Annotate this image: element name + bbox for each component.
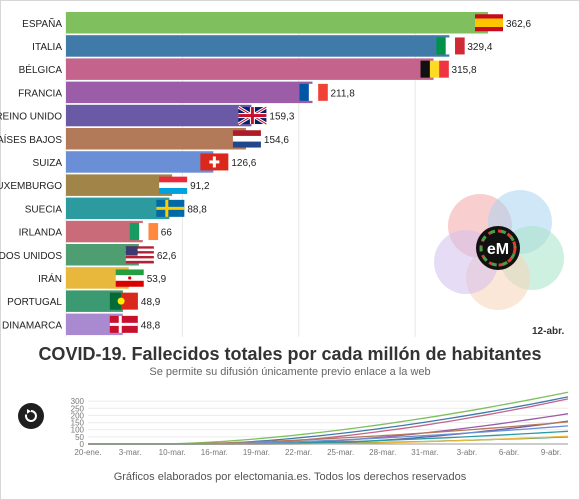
flag-uk bbox=[237, 105, 268, 126]
timeline-x-tick: 20-ene. bbox=[74, 448, 101, 457]
bar bbox=[66, 104, 252, 127]
flag-luxembourg bbox=[159, 176, 188, 194]
category-label: BÉLGICA bbox=[19, 63, 63, 76]
timeline-x-tick: 3-mar. bbox=[119, 448, 142, 457]
category-label: REINO UNIDO bbox=[0, 112, 62, 123]
bar bbox=[66, 151, 214, 173]
category-label: SUIZA bbox=[33, 158, 63, 169]
value-label: 154,6 bbox=[264, 135, 289, 146]
bar bbox=[66, 12, 488, 34]
bar bbox=[66, 197, 170, 220]
value-label: 91,2 bbox=[190, 181, 210, 192]
timeline-series-line bbox=[88, 391, 569, 445]
category-label: ESPAÑA bbox=[22, 17, 62, 30]
bar bbox=[66, 267, 129, 289]
chart-subtitle: Se permite su difusión únicamente previo… bbox=[149, 366, 431, 378]
flag-netherlands bbox=[232, 130, 261, 148]
flag-sweden bbox=[156, 199, 185, 217]
timeline-x-tick: 16-mar. bbox=[201, 448, 228, 457]
timeline-x-tick: 10-mar. bbox=[159, 448, 186, 457]
timeline-y-tick: 100 bbox=[71, 426, 85, 435]
category-label: IRÁN bbox=[38, 272, 62, 285]
flag-ireland bbox=[129, 223, 159, 241]
bar bbox=[66, 220, 143, 243]
value-label: 62,6 bbox=[157, 251, 177, 262]
timeline-y-tick: 200 bbox=[71, 411, 85, 420]
timeline-x-tick: 6-abr. bbox=[499, 448, 519, 457]
replay-icon bbox=[24, 409, 37, 422]
timeline-x-tick: 25-mar. bbox=[327, 448, 354, 457]
timeline-y-tick: 300 bbox=[71, 397, 85, 406]
footer-text: Gráficos elaborados por electomania.es. … bbox=[113, 471, 467, 483]
category-label: IRLANDA bbox=[19, 228, 63, 239]
category-label: SUECIA bbox=[25, 204, 63, 215]
timeline-y-tick: 50 bbox=[75, 433, 84, 442]
flag-belgium bbox=[420, 60, 449, 78]
category-label: ITALIA bbox=[32, 42, 62, 53]
value-label: 66 bbox=[161, 228, 173, 239]
timeline-y-tick: 150 bbox=[71, 419, 85, 428]
value-label: 126,6 bbox=[231, 158, 256, 169]
replay-button[interactable] bbox=[18, 403, 44, 429]
category-label: DINAMARCA bbox=[2, 320, 62, 331]
date-label: 12-abr. bbox=[532, 326, 565, 337]
bar bbox=[66, 290, 123, 312]
timeline-x-tick: 19-mar. bbox=[243, 448, 270, 457]
electomania-logo: eM bbox=[432, 186, 568, 310]
timeline-x-tick: 28-mar. bbox=[369, 448, 396, 457]
category-label: ESTADOS UNIDOS bbox=[0, 251, 62, 262]
flag-portugal bbox=[109, 292, 138, 310]
value-label: 88,8 bbox=[187, 204, 207, 215]
chart-title: COVID-19. Fallecidos totales por cada mi… bbox=[38, 344, 542, 364]
bar bbox=[66, 58, 434, 80]
timeline-x-tick: 31-mar. bbox=[411, 448, 438, 457]
value-label: 362,6 bbox=[506, 19, 531, 30]
value-label: 329,4 bbox=[467, 42, 492, 53]
bar bbox=[66, 244, 139, 266]
value-label: 48,9 bbox=[141, 297, 161, 308]
bar bbox=[66, 81, 313, 104]
flag-iran bbox=[115, 269, 144, 287]
timeline-x-tick: 9-abr. bbox=[541, 448, 561, 457]
logo-text: eM bbox=[487, 241, 509, 258]
category-label: PAÍSES BAJOS bbox=[0, 133, 62, 146]
bar bbox=[66, 35, 450, 57]
value-label: 315,8 bbox=[452, 65, 477, 76]
flag-usa bbox=[125, 246, 154, 264]
flag-switzerland bbox=[200, 153, 229, 171]
flag-france bbox=[299, 83, 328, 101]
bar bbox=[66, 174, 173, 196]
category-label: LUXEMBURGO bbox=[0, 181, 62, 192]
flag-spain bbox=[475, 14, 503, 32]
category-label: PORTUGAL bbox=[7, 297, 62, 308]
category-label: FRANCIA bbox=[18, 88, 62, 99]
value-label: 48,8 bbox=[141, 320, 161, 331]
timeline-y-tick: 0 bbox=[80, 440, 85, 449]
timeline-y-tick: 250 bbox=[71, 404, 85, 413]
timeline-x-tick: 22-mar. bbox=[285, 448, 312, 457]
value-label: 53,9 bbox=[147, 274, 167, 285]
flag-italy bbox=[436, 37, 465, 55]
value-label: 211,8 bbox=[330, 88, 355, 99]
flag-denmark bbox=[109, 315, 138, 333]
bar-chart: ESPAÑA 362,6 ITALIA 329,4 BÉLGICA 315,8 FRANCI… bbox=[0, 12, 531, 337]
timeline-x-tick: 3-abr. bbox=[457, 448, 477, 457]
bar bbox=[66, 313, 123, 336]
value-label: 159,3 bbox=[269, 112, 294, 123]
bar bbox=[66, 128, 246, 150]
